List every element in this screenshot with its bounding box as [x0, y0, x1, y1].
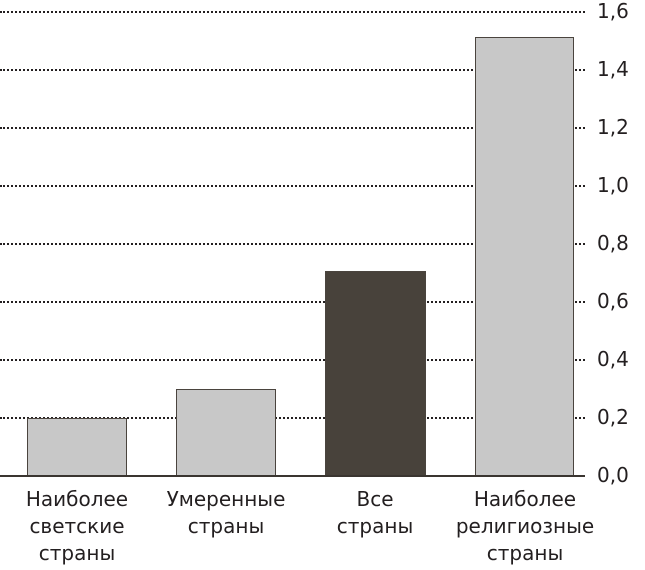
y-tick-label: 0,0: [597, 463, 629, 487]
bar-moderate: [176, 389, 276, 476]
gridline-1-4: [0, 69, 585, 71]
gridline-0-4: [0, 359, 585, 361]
x-category-label-secular: Наиболее светские страны: [25, 487, 129, 565]
bar-all: [325, 271, 426, 476]
bar-secular: [27, 418, 127, 476]
y-tick-label: 1,4: [597, 57, 629, 81]
gridline-1-6: [0, 11, 585, 13]
y-tick-label: 0,8: [597, 231, 629, 255]
y-tick-label: 1,6: [597, 0, 629, 23]
x-category-label-all: Все страны: [336, 487, 414, 538]
y-tick-label: 0,2: [597, 405, 629, 429]
gridline-1-0: [0, 185, 585, 187]
x-category-label-moderate: Умеренные страны: [166, 487, 286, 538]
gridline-1-2: [0, 127, 585, 129]
gridline-0-2: [0, 417, 585, 419]
gridline-0-6: [0, 301, 585, 303]
x-axis-baseline: [0, 475, 585, 477]
x-category-label-religious: Наиболее религиозные страны: [455, 487, 595, 565]
y-tick-label: 0,4: [597, 347, 629, 371]
y-tick-label: 1,2: [597, 115, 629, 139]
bar-religious: [475, 37, 574, 476]
y-tick-label: 1,0: [597, 173, 629, 197]
gridline-0-8: [0, 243, 585, 245]
y-tick-label: 0,6: [597, 289, 629, 313]
